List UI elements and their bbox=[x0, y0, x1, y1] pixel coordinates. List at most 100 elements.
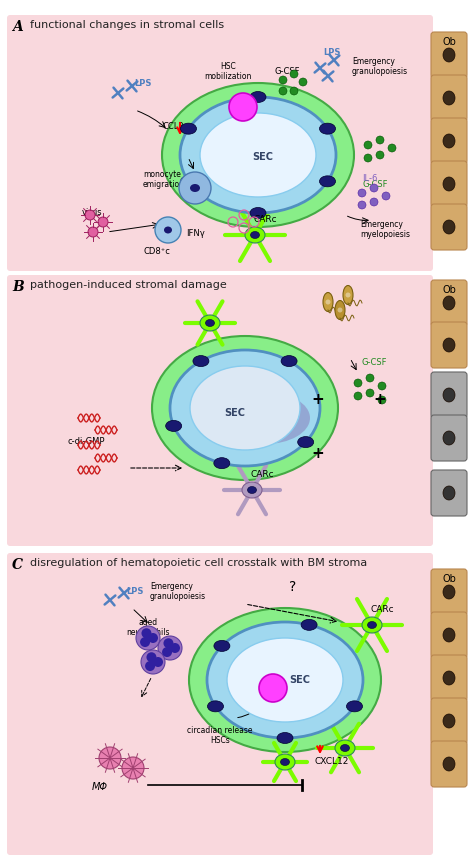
Circle shape bbox=[376, 151, 384, 159]
Text: B: B bbox=[12, 280, 24, 294]
Ellipse shape bbox=[250, 92, 266, 102]
Ellipse shape bbox=[319, 123, 336, 134]
Text: Ob: Ob bbox=[442, 285, 456, 295]
Circle shape bbox=[259, 674, 287, 702]
Circle shape bbox=[146, 652, 156, 662]
Ellipse shape bbox=[346, 293, 350, 297]
Text: IL-6: IL-6 bbox=[362, 174, 377, 183]
Ellipse shape bbox=[207, 622, 363, 738]
Text: CXCL12: CXCL12 bbox=[315, 758, 349, 766]
Text: Ob: Ob bbox=[442, 574, 456, 584]
Ellipse shape bbox=[443, 486, 455, 500]
Circle shape bbox=[122, 757, 144, 779]
Ellipse shape bbox=[281, 356, 297, 367]
Text: Ob: Ob bbox=[442, 37, 456, 47]
FancyBboxPatch shape bbox=[431, 415, 467, 461]
Text: Emergency
granulopoiesis: Emergency granulopoiesis bbox=[150, 582, 206, 601]
Circle shape bbox=[162, 647, 172, 657]
Circle shape bbox=[366, 389, 374, 397]
Text: G-CSF: G-CSF bbox=[362, 358, 388, 367]
Text: A: A bbox=[12, 20, 23, 34]
Circle shape bbox=[179, 172, 211, 204]
Circle shape bbox=[299, 78, 307, 86]
Ellipse shape bbox=[443, 714, 455, 728]
FancyBboxPatch shape bbox=[431, 741, 467, 787]
Text: Emergency
granulopoiesis: Emergency granulopoiesis bbox=[352, 57, 408, 76]
Text: pathogen-induced stromal damage: pathogen-induced stromal damage bbox=[30, 280, 227, 290]
Circle shape bbox=[136, 626, 160, 650]
Circle shape bbox=[364, 141, 372, 149]
Ellipse shape bbox=[337, 308, 343, 313]
Ellipse shape bbox=[275, 754, 295, 770]
Ellipse shape bbox=[227, 638, 343, 722]
Circle shape bbox=[148, 633, 158, 643]
Circle shape bbox=[145, 661, 155, 671]
Ellipse shape bbox=[220, 392, 310, 444]
FancyBboxPatch shape bbox=[431, 118, 467, 164]
Text: CARc: CARc bbox=[370, 605, 394, 614]
Text: c-di-GMP: c-di-GMP bbox=[68, 437, 106, 447]
Ellipse shape bbox=[443, 91, 455, 105]
FancyBboxPatch shape bbox=[7, 15, 433, 271]
Ellipse shape bbox=[346, 701, 363, 712]
Ellipse shape bbox=[319, 176, 336, 186]
Circle shape bbox=[366, 374, 374, 382]
Circle shape bbox=[153, 657, 163, 667]
Ellipse shape bbox=[443, 671, 455, 685]
Ellipse shape bbox=[343, 285, 353, 304]
Circle shape bbox=[158, 636, 182, 660]
Text: HSC
mobilization: HSC mobilization bbox=[204, 62, 252, 82]
Ellipse shape bbox=[245, 227, 265, 243]
Text: +: + bbox=[311, 393, 324, 407]
Text: LPS: LPS bbox=[126, 588, 143, 596]
Ellipse shape bbox=[281, 758, 290, 765]
Text: MΦ: MΦ bbox=[92, 782, 108, 792]
Text: disregulation of hematopoietic cell crosstalk with BM stroma: disregulation of hematopoietic cell cros… bbox=[30, 558, 367, 568]
Ellipse shape bbox=[166, 420, 182, 431]
Circle shape bbox=[98, 217, 108, 227]
Circle shape bbox=[88, 227, 98, 237]
Text: CD8⁺c: CD8⁺c bbox=[144, 247, 171, 256]
Ellipse shape bbox=[335, 740, 355, 756]
Ellipse shape bbox=[443, 585, 455, 599]
Circle shape bbox=[382, 192, 390, 200]
Ellipse shape bbox=[200, 315, 220, 331]
FancyBboxPatch shape bbox=[431, 32, 467, 78]
Ellipse shape bbox=[367, 622, 376, 629]
Circle shape bbox=[141, 650, 165, 674]
Circle shape bbox=[388, 144, 396, 152]
Ellipse shape bbox=[242, 482, 262, 498]
Ellipse shape bbox=[298, 436, 314, 448]
Ellipse shape bbox=[200, 113, 316, 197]
Ellipse shape bbox=[443, 220, 455, 234]
Circle shape bbox=[164, 638, 173, 649]
Ellipse shape bbox=[214, 458, 230, 469]
Text: ?: ? bbox=[289, 580, 297, 594]
Ellipse shape bbox=[190, 184, 200, 192]
FancyBboxPatch shape bbox=[7, 275, 433, 546]
FancyBboxPatch shape bbox=[431, 322, 467, 368]
Ellipse shape bbox=[323, 293, 333, 312]
FancyBboxPatch shape bbox=[431, 75, 467, 121]
Ellipse shape bbox=[206, 320, 215, 326]
Ellipse shape bbox=[362, 617, 382, 633]
Text: monocyte
emigration: monocyte emigration bbox=[143, 170, 185, 189]
FancyBboxPatch shape bbox=[431, 655, 467, 701]
Ellipse shape bbox=[443, 177, 455, 191]
FancyBboxPatch shape bbox=[431, 470, 467, 516]
Ellipse shape bbox=[443, 338, 455, 352]
Ellipse shape bbox=[443, 757, 455, 771]
FancyBboxPatch shape bbox=[431, 372, 467, 418]
Text: IFNγ: IFNγ bbox=[186, 229, 205, 239]
Circle shape bbox=[99, 747, 121, 769]
Circle shape bbox=[290, 87, 298, 95]
Text: LPS: LPS bbox=[323, 48, 340, 57]
Ellipse shape bbox=[250, 208, 266, 218]
Text: +: + bbox=[374, 393, 386, 407]
Text: SEC: SEC bbox=[253, 152, 273, 162]
FancyBboxPatch shape bbox=[7, 553, 433, 855]
Ellipse shape bbox=[335, 301, 345, 320]
Ellipse shape bbox=[301, 619, 317, 631]
Circle shape bbox=[376, 136, 384, 144]
Circle shape bbox=[85, 210, 95, 220]
